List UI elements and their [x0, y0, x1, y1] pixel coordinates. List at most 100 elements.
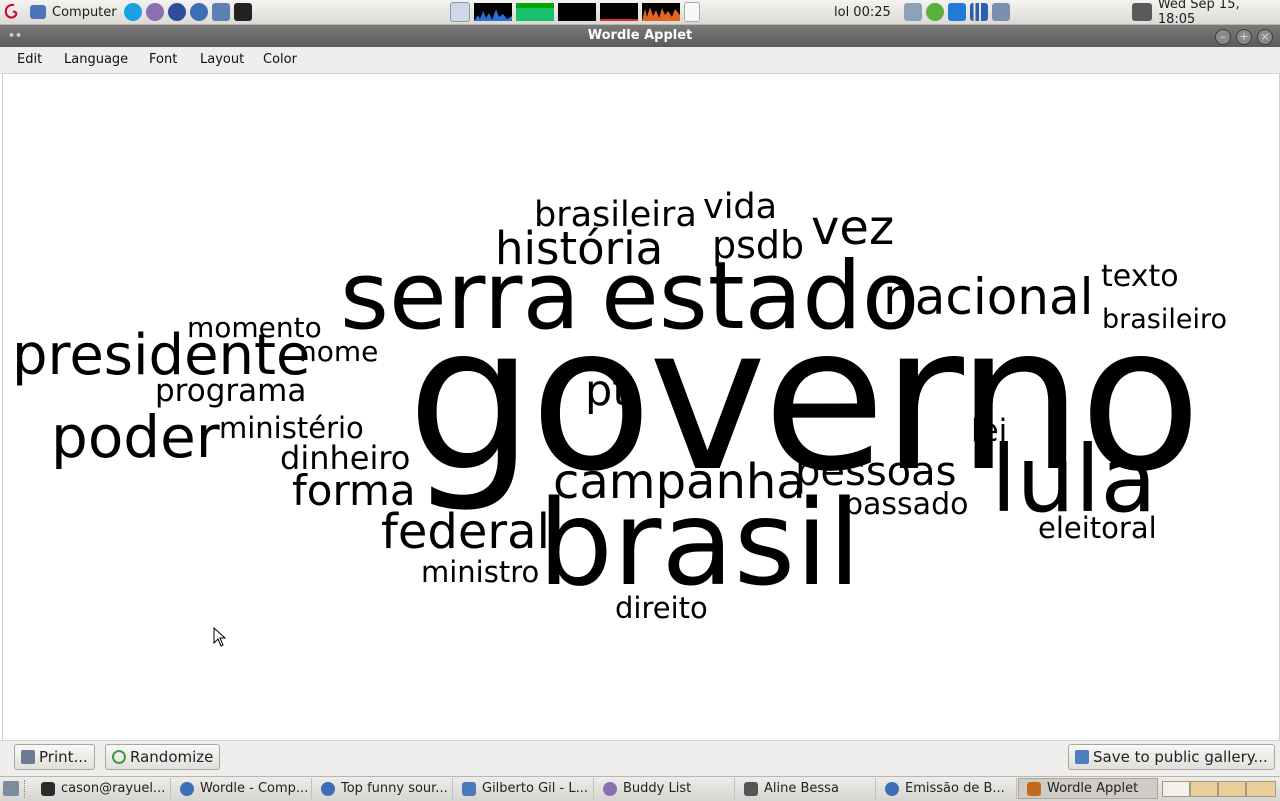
save-icon: [1075, 750, 1089, 764]
load-monitor-icon: [642, 3, 680, 21]
word-federal: federal: [381, 504, 550, 560]
task-top-funny[interactable]: Top funny sour...: [313, 778, 453, 799]
debian-menu-icon[interactable]: [2, 0, 22, 24]
word-passado: passado: [844, 487, 969, 522]
menu-edit[interactable]: Edit: [17, 52, 43, 67]
word-pessoas: pessoas: [795, 449, 957, 495]
notes-icon[interactable]: [450, 2, 470, 22]
menu-layout[interactable]: Layout: [200, 52, 245, 67]
print-button[interactable]: Print...: [14, 744, 95, 770]
task-label: Wordle - Comp...: [200, 781, 309, 796]
java-icon: [1027, 781, 1041, 796]
task-label: Top funny sour...: [341, 781, 448, 796]
browser-icon: [885, 781, 899, 796]
firefox-icon[interactable]: [168, 3, 186, 21]
chat-icon: [744, 781, 758, 796]
task-label: Gilberto Gil - L...: [482, 781, 588, 796]
terminal-icon[interactable]: [234, 3, 252, 21]
network-status-icon[interactable]: [926, 3, 944, 21]
word-texto: texto: [1101, 259, 1179, 294]
word-lula: lula: [991, 426, 1157, 533]
word-vida: vida: [703, 187, 778, 227]
task-terminal[interactable]: cason@rayuel...: [33, 778, 171, 799]
word-psdb: psdb: [712, 223, 805, 267]
word-poder: poder: [51, 403, 220, 471]
word-ministro: ministro: [421, 555, 540, 589]
screen-icon[interactable]: [904, 3, 922, 21]
network-monitor-icon: [558, 3, 596, 21]
word-campanha: campanha: [553, 454, 806, 510]
task-label: Wordle Applet: [1047, 781, 1139, 796]
maximize-icon[interactable]: +: [1236, 29, 1252, 45]
task-wordle-applet[interactable]: Wordle Applet: [1018, 778, 1158, 799]
mouse-pointer-icon: [213, 627, 227, 647]
save-gallery-button[interactable]: Save to public gallery...: [1068, 744, 1275, 770]
skype-icon[interactable]: [124, 3, 142, 21]
terminal-icon: [41, 781, 55, 796]
document-icon: [462, 781, 476, 796]
word-direito: direito: [615, 591, 708, 625]
workspace-4[interactable]: [1246, 781, 1276, 797]
menu-font[interactable]: Font: [149, 52, 178, 67]
word-pt: pt: [585, 366, 630, 416]
randomize-label: Randomize: [130, 748, 214, 766]
word-vez: vez: [811, 200, 895, 256]
randomize-button[interactable]: Randomize: [105, 744, 221, 770]
word-forma: forma: [292, 466, 416, 515]
calendar-icon[interactable]: [1132, 3, 1152, 21]
word-lei: lei: [971, 413, 1008, 449]
browser-icon[interactable]: [190, 3, 208, 21]
word-estado: estado: [601, 242, 920, 351]
workspace-3[interactable]: [1218, 781, 1246, 797]
cpu-monitor-icon: [474, 3, 512, 21]
window-icon[interactable]: [212, 3, 230, 21]
word-serra: serra: [340, 242, 581, 351]
word-nacional: nacional: [883, 268, 1094, 326]
close-icon[interactable]: ×: [1257, 29, 1273, 45]
menubar: Edit Language Font Layout Color: [0, 47, 1280, 74]
workspace-1[interactable]: [1162, 781, 1190, 797]
wordle-canvas[interactable]: governo serra estado brasil lula preside…: [2, 74, 1280, 740]
bluetooth-icon[interactable]: [948, 3, 966, 21]
clock[interactable]: Wed Sep 15, 18:05: [1157, 0, 1240, 27]
task-buddy-list[interactable]: Buddy List: [595, 778, 735, 799]
places-menu[interactable]: Computer: [28, 0, 117, 24]
menu-color[interactable]: Color: [263, 52, 297, 67]
word-presidente: presidente: [12, 323, 311, 388]
word-brasileiro: brasileiro: [1102, 304, 1227, 335]
battery-icon[interactable]: [992, 3, 1010, 21]
word-programa: programa: [155, 373, 307, 409]
word-governo: governo: [407, 283, 1202, 516]
task-label: Aline Bessa: [764, 781, 839, 796]
task-emissao[interactable]: Emissão de B...: [877, 778, 1017, 799]
minimize-icon[interactable]: –: [1215, 29, 1231, 45]
show-desktop-icon[interactable]: [3, 781, 19, 796]
task-aline-bessa[interactable]: Aline Bessa: [736, 778, 876, 799]
workspace-2[interactable]: [1190, 781, 1218, 797]
task-gilberto-gil[interactable]: Gilberto Gil - L...: [454, 778, 594, 799]
blank-icon[interactable]: [684, 2, 700, 22]
task-label: cason@rayuel...: [61, 781, 166, 796]
top-panel: Computer lol 00:25: [0, 0, 1280, 27]
window-menu-icon[interactable]: ••: [8, 29, 23, 42]
task-wordle-browser[interactable]: Wordle - Comp...: [172, 778, 312, 799]
window-titlebar[interactable]: •• Wordle Applet – + ×: [0, 25, 1280, 47]
window-title: Wordle Applet: [587, 28, 693, 43]
browser-icon: [321, 781, 335, 796]
menu-language[interactable]: Language: [64, 52, 129, 67]
word-ministerio: ministério: [219, 411, 364, 445]
pidgin-icon[interactable]: [146, 3, 164, 21]
word-momento: momento: [187, 311, 322, 344]
word-nome: nome: [299, 335, 379, 368]
save-gallery-label: Save to public gallery...: [1093, 748, 1268, 766]
memory-monitor-icon: [516, 3, 554, 21]
places-label: Computer: [52, 4, 117, 20]
word-dinheiro: dinheiro: [280, 439, 411, 477]
button-bar: Print... Randomize Save to public galler…: [0, 740, 1280, 777]
refresh-icon: [112, 750, 126, 764]
signal-icon[interactable]: [970, 3, 988, 21]
computer-icon: [30, 5, 46, 19]
word-historia: história: [495, 222, 664, 275]
swap-monitor-icon: [600, 3, 638, 21]
task-label: Emissão de B...: [905, 781, 1005, 796]
